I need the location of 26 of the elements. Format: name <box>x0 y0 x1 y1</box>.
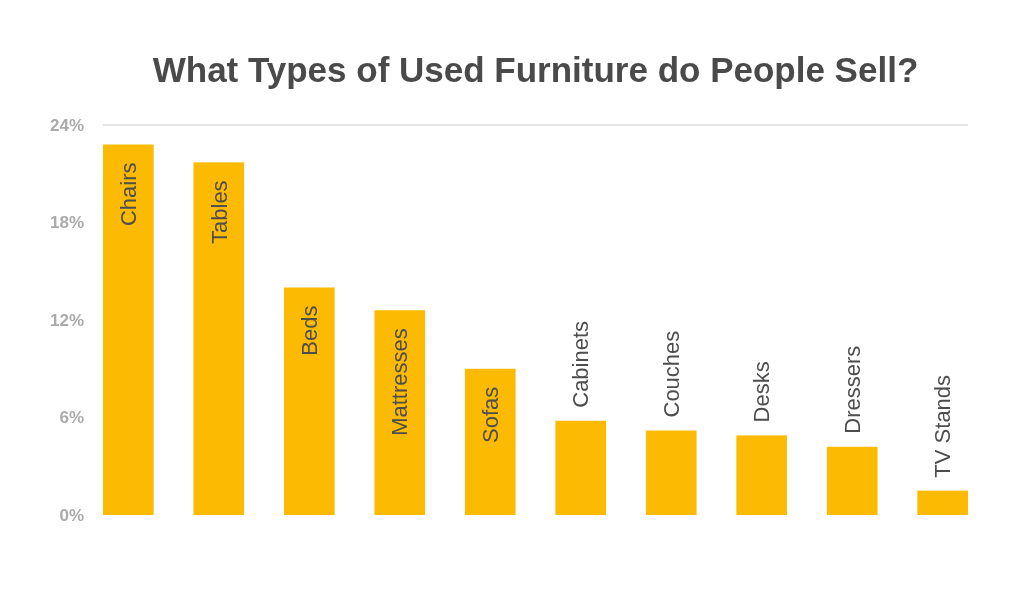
x-tick-label: Dressers <box>839 345 865 434</box>
y-tick-label: 6% <box>59 408 84 428</box>
y-tick-label: 12% <box>49 310 84 330</box>
chart-title: What Types of Used Furniture do People Sell? <box>152 50 919 89</box>
x-tick-label: Beds <box>297 305 322 356</box>
bar <box>464 368 516 515</box>
x-tick-label: TV Stands <box>930 374 956 478</box>
bar <box>555 420 607 515</box>
bar <box>103 144 154 515</box>
bar <box>193 162 245 515</box>
bar <box>283 287 335 515</box>
x-tick-label: Chairs <box>116 162 142 227</box>
x-tick-label: Mattresses <box>387 328 413 436</box>
x-tick-label: Cabinets <box>568 320 594 408</box>
bar <box>826 446 878 515</box>
y-tick-label: 18% <box>49 213 84 233</box>
y-tick-label: 0% <box>59 505 84 525</box>
x-tick-label: Couches <box>658 330 684 418</box>
x-tick-label: Sofas <box>477 386 503 444</box>
bar <box>374 310 426 515</box>
x-tick-label: Desks <box>749 361 775 423</box>
bar <box>736 435 788 515</box>
y-tick-label: 24% <box>49 115 84 135</box>
bar <box>917 490 968 515</box>
bar <box>645 430 697 515</box>
x-tick-label: Tables <box>206 180 232 244</box>
